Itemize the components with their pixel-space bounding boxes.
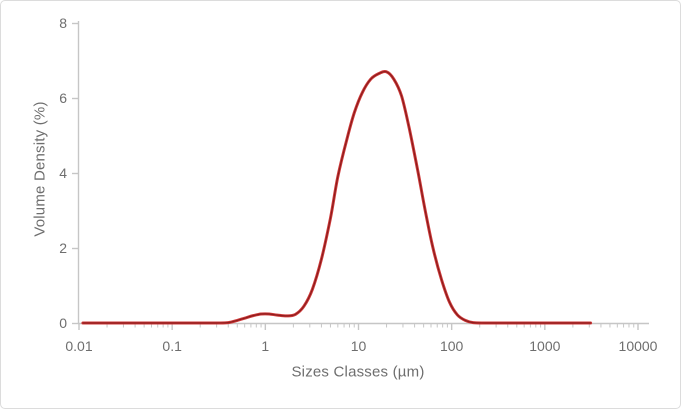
- y-tick-label: 0: [59, 315, 67, 331]
- y-tick-label: 4: [59, 165, 67, 181]
- x-tick-label: 1000: [529, 338, 560, 354]
- x-tick-label: 0.1: [162, 338, 182, 354]
- x-tick-label: 100: [440, 338, 464, 354]
- y-tick-label: 8: [59, 15, 67, 31]
- x-tick-label: 10000: [619, 338, 658, 354]
- y-tick-label: 6: [59, 90, 67, 106]
- y-tick-label: 2: [59, 240, 67, 256]
- x-tick-label: 1: [261, 338, 269, 354]
- x-tick-label: 10: [351, 338, 367, 354]
- volume-density-distribution-curve: [81, 69, 593, 325]
- x-tick-label: 0.01: [65, 338, 92, 354]
- x-axis-title: Sizes Classes (µm): [291, 363, 425, 381]
- volume-density-distribution-curve-core: [82, 70, 592, 324]
- y-axis-title: Volume Density (%): [31, 101, 49, 237]
